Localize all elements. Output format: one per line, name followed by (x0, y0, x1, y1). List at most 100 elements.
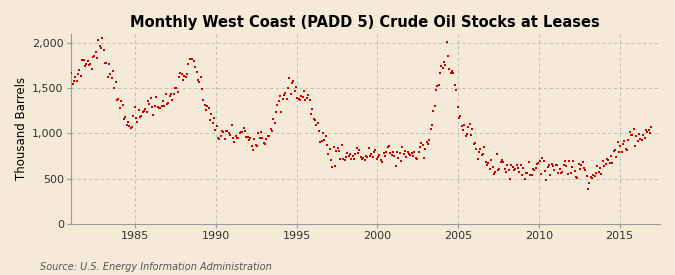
Point (153, 106, 164, 110)
Point (80, 64, 90, 68)
Point (452, 105, 463, 110)
Point (117, 103, 128, 107)
Point (339, 158, 350, 162)
Point (298, 95, 308, 99)
Point (470, 141, 481, 145)
Point (362, 155, 373, 159)
Point (561, 164, 572, 168)
Point (171, 86, 182, 90)
Point (256, 130, 267, 134)
Point (498, 160, 509, 164)
Point (188, 59, 199, 63)
Point (155, 106, 165, 110)
Point (443, 53, 454, 58)
Point (486, 158, 497, 162)
Point (573, 162, 584, 166)
Point (557, 169, 568, 174)
Point (214, 136, 225, 141)
Point (97, 36, 108, 41)
Point (481, 159, 491, 164)
Point (180, 75, 191, 79)
Point (514, 170, 524, 174)
Point (211, 124, 222, 128)
Point (379, 154, 390, 158)
Point (504, 168, 514, 172)
Point (183, 61, 194, 66)
Point (437, 66, 448, 70)
Point (82, 58, 93, 63)
Point (522, 171, 533, 175)
Point (474, 149, 485, 154)
Point (260, 142, 271, 146)
Point (69, 78, 80, 83)
Point (263, 134, 273, 138)
Point (288, 79, 299, 83)
Point (371, 156, 382, 161)
Point (387, 150, 398, 155)
Point (133, 108, 144, 112)
Point (595, 166, 605, 170)
Point (287, 81, 298, 86)
Point (342, 151, 352, 155)
Point (129, 105, 140, 110)
Point (535, 172, 546, 177)
Point (427, 123, 437, 128)
Point (250, 142, 261, 147)
Point (302, 96, 313, 100)
Point (156, 103, 167, 108)
Point (459, 123, 470, 127)
Point (359, 158, 370, 162)
Point (378, 151, 389, 155)
Point (331, 149, 342, 154)
Point (441, 40, 452, 45)
Point (178, 78, 188, 82)
Point (347, 154, 358, 159)
Point (237, 129, 248, 134)
Point (195, 75, 206, 79)
Point (200, 108, 211, 112)
Point (471, 147, 482, 151)
Point (479, 145, 490, 150)
Text: Source: U.S. Energy Information Administration: Source: U.S. Energy Information Administ… (40, 262, 272, 272)
Point (576, 163, 587, 167)
Point (267, 129, 277, 133)
Point (348, 157, 359, 162)
Point (565, 171, 576, 175)
Point (315, 140, 326, 145)
Point (635, 137, 646, 141)
Point (587, 176, 597, 180)
Point (217, 129, 227, 133)
Point (344, 152, 355, 156)
Point (420, 147, 431, 151)
Point (515, 163, 526, 167)
Point (241, 134, 252, 139)
Point (458, 128, 468, 133)
Point (338, 156, 348, 161)
Point (425, 127, 436, 131)
Point (279, 93, 290, 97)
Point (108, 69, 119, 74)
Point (451, 88, 462, 93)
Point (396, 159, 406, 163)
Point (354, 148, 364, 152)
Point (639, 136, 650, 141)
Point (78, 58, 89, 62)
Point (276, 110, 287, 114)
Point (68, 81, 78, 86)
Point (269, 121, 280, 126)
Point (351, 146, 362, 151)
Point (591, 170, 601, 175)
Point (90, 50, 101, 54)
Point (343, 154, 354, 159)
Point (105, 72, 116, 76)
Point (454, 116, 464, 120)
Point (246, 144, 257, 148)
Point (265, 127, 276, 132)
Point (124, 123, 134, 128)
Point (115, 106, 126, 110)
Point (281, 97, 292, 101)
Point (340, 155, 351, 159)
Point (160, 91, 171, 96)
Point (531, 161, 542, 166)
Point (194, 80, 205, 84)
